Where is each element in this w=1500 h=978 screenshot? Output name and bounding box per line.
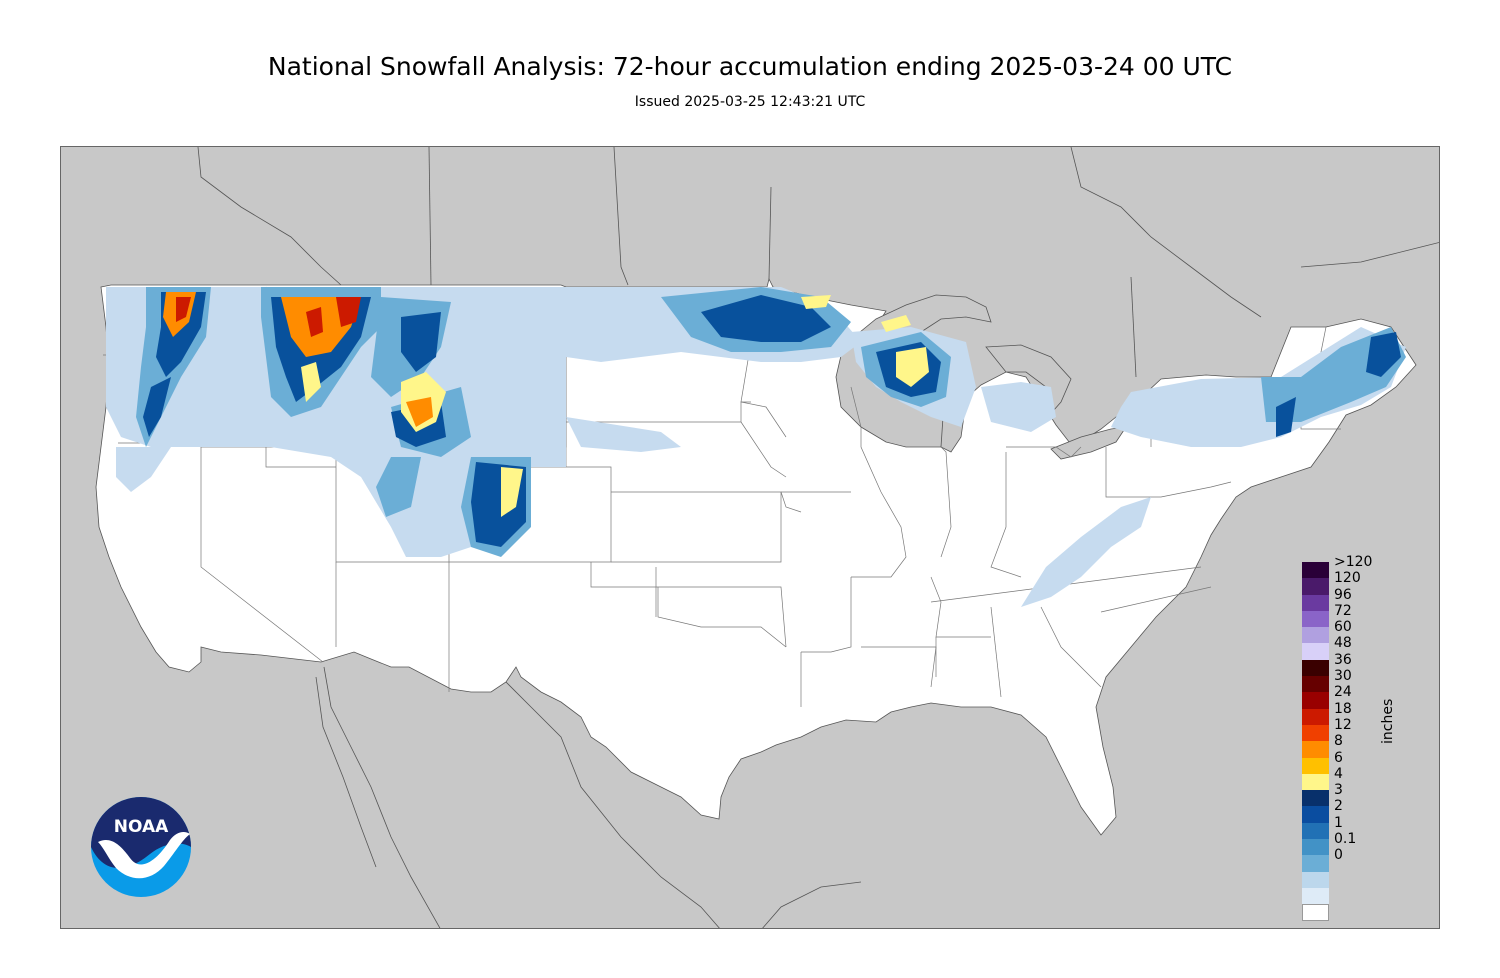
legend-row: 24 <box>1302 684 1352 709</box>
legend-label: 4 <box>1334 765 1343 782</box>
legend-label: 6 <box>1334 749 1343 766</box>
legend-label: >120 <box>1334 554 1373 570</box>
legend-swatch <box>1302 724 1329 742</box>
legend-swatch <box>1302 839 1329 856</box>
legend-swatch <box>1302 610 1329 628</box>
legend-swatch <box>1302 578 1329 595</box>
legend-row: 3 <box>1302 782 1343 807</box>
snowfall-red-areas <box>176 297 361 337</box>
legend-units: inches <box>1380 698 1396 744</box>
legend-swatch <box>1302 822 1329 840</box>
legend-swatch <box>1302 887 1329 905</box>
legend-swatch <box>1302 790 1329 807</box>
legend-row: 6 <box>1302 750 1343 774</box>
legend-row: 96 <box>1302 587 1352 611</box>
legend-label: 8 <box>1334 733 1343 750</box>
legend-label: 96 <box>1334 586 1352 603</box>
map-title: National Snowfall Analysis: 72-hour accu… <box>267 52 1233 81</box>
legend-label: 0 <box>1334 847 1343 864</box>
legend-swatch <box>1302 676 1329 693</box>
legend-label: 0.1 <box>1334 831 1357 848</box>
legend-label: 1 <box>1334 814 1343 831</box>
legend-swatch <box>1302 757 1329 774</box>
legend-row: 30 <box>1302 668 1352 693</box>
legend-row: 120 <box>1302 570 1361 595</box>
legend-label: 36 <box>1334 651 1352 668</box>
legend-row: 0 <box>1302 847 1343 872</box>
legend-row: 0.1 <box>1302 831 1356 856</box>
legend-swatch <box>1302 659 1329 677</box>
legend-swatch <box>1302 692 1329 709</box>
issued-timestamp: Issued 2025-03-25 12:43:21 UTC <box>634 94 866 110</box>
legend-swatch <box>1302 708 1329 725</box>
border-lines <box>197 147 1439 928</box>
legend-swatch <box>1302 627 1329 644</box>
legend-row <box>1302 887 1329 905</box>
legend-label: 3 <box>1334 782 1343 799</box>
legend-swatch <box>1302 741 1329 758</box>
legend-label: 30 <box>1334 668 1352 685</box>
legend-row <box>1302 871 1329 888</box>
noaa-logo-text: NOAA <box>114 817 169 837</box>
map-canvas <box>95 147 1439 928</box>
legend-row: 18 <box>1302 701 1352 725</box>
legend-row: 1 <box>1302 815 1343 840</box>
legend-label: 2 <box>1334 798 1343 815</box>
snowfall-map <box>60 146 1440 929</box>
legend-swatch <box>1302 594 1329 611</box>
legend-swatch <box>1302 904 1329 921</box>
legend-label: 60 <box>1334 619 1352 636</box>
legend-swatch <box>1302 871 1329 888</box>
legend-label: 24 <box>1334 684 1352 701</box>
legend-swatch <box>1302 562 1329 579</box>
legend-row: 36 <box>1302 652 1352 677</box>
legend-row: 60 <box>1302 619 1352 644</box>
legend-row: 2 <box>1302 798 1343 823</box>
legend-row: 48 <box>1302 635 1352 660</box>
legend-swatch <box>1302 806 1329 823</box>
legend-row: 12 <box>1302 717 1352 742</box>
noaa-logo-icon: NOAA <box>91 797 191 897</box>
legend-label: 120 <box>1334 570 1361 587</box>
lake-erie <box>1050 426 1127 460</box>
legend-row: 8 <box>1302 733 1343 758</box>
color-legend: >120 120 96 72 60 48 36 30 24 18 12 8 6 4 3 2 1 0.1 0 <box>1302 554 1372 921</box>
legend-swatch <box>1302 773 1329 791</box>
legend-swatch <box>1302 855 1329 872</box>
legend-row <box>1302 904 1329 921</box>
legend-label: 12 <box>1334 716 1352 733</box>
legend-label: 18 <box>1334 700 1352 717</box>
legend-row: 72 <box>1302 603 1352 628</box>
legend-row: >120 <box>1302 554 1372 579</box>
legend-swatch <box>1302 643 1329 660</box>
legend-label: 72 <box>1334 602 1352 619</box>
legend-label: 48 <box>1334 635 1352 652</box>
legend-row: 4 <box>1302 766 1343 791</box>
